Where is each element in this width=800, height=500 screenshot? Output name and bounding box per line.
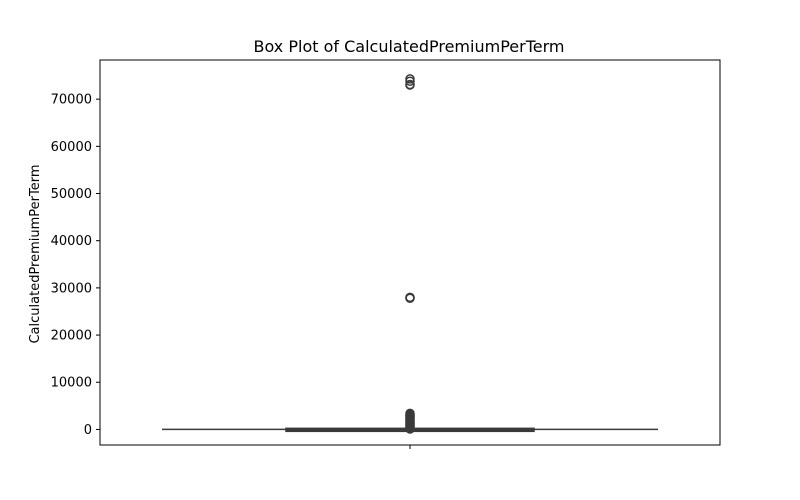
y-tick-label: 50000 xyxy=(51,187,92,202)
y-tick-label: 30000 xyxy=(51,281,92,296)
outlier-point xyxy=(405,76,415,86)
y-tick-label: 60000 xyxy=(51,140,92,155)
y-tick-label: 40000 xyxy=(51,234,92,249)
y-tick-label: 0 xyxy=(84,423,92,438)
outlier-point xyxy=(405,424,415,434)
plot-area: 0 10000 20000 30000 40000 50000 60000 70000 xyxy=(51,59,721,449)
chart-title: Box Plot of CalculatedPremiumPerTerm xyxy=(254,37,565,56)
y-tick-label: 20000 xyxy=(51,329,92,344)
y-tick-label: 10000 xyxy=(51,376,92,391)
y-tick-label: 70000 xyxy=(51,93,92,108)
plot-frame xyxy=(99,59,721,446)
y-axis-label: CalculatedPremiumPerTerm xyxy=(28,164,43,343)
outlier-point xyxy=(405,80,415,90)
outlier-point xyxy=(405,293,415,304)
